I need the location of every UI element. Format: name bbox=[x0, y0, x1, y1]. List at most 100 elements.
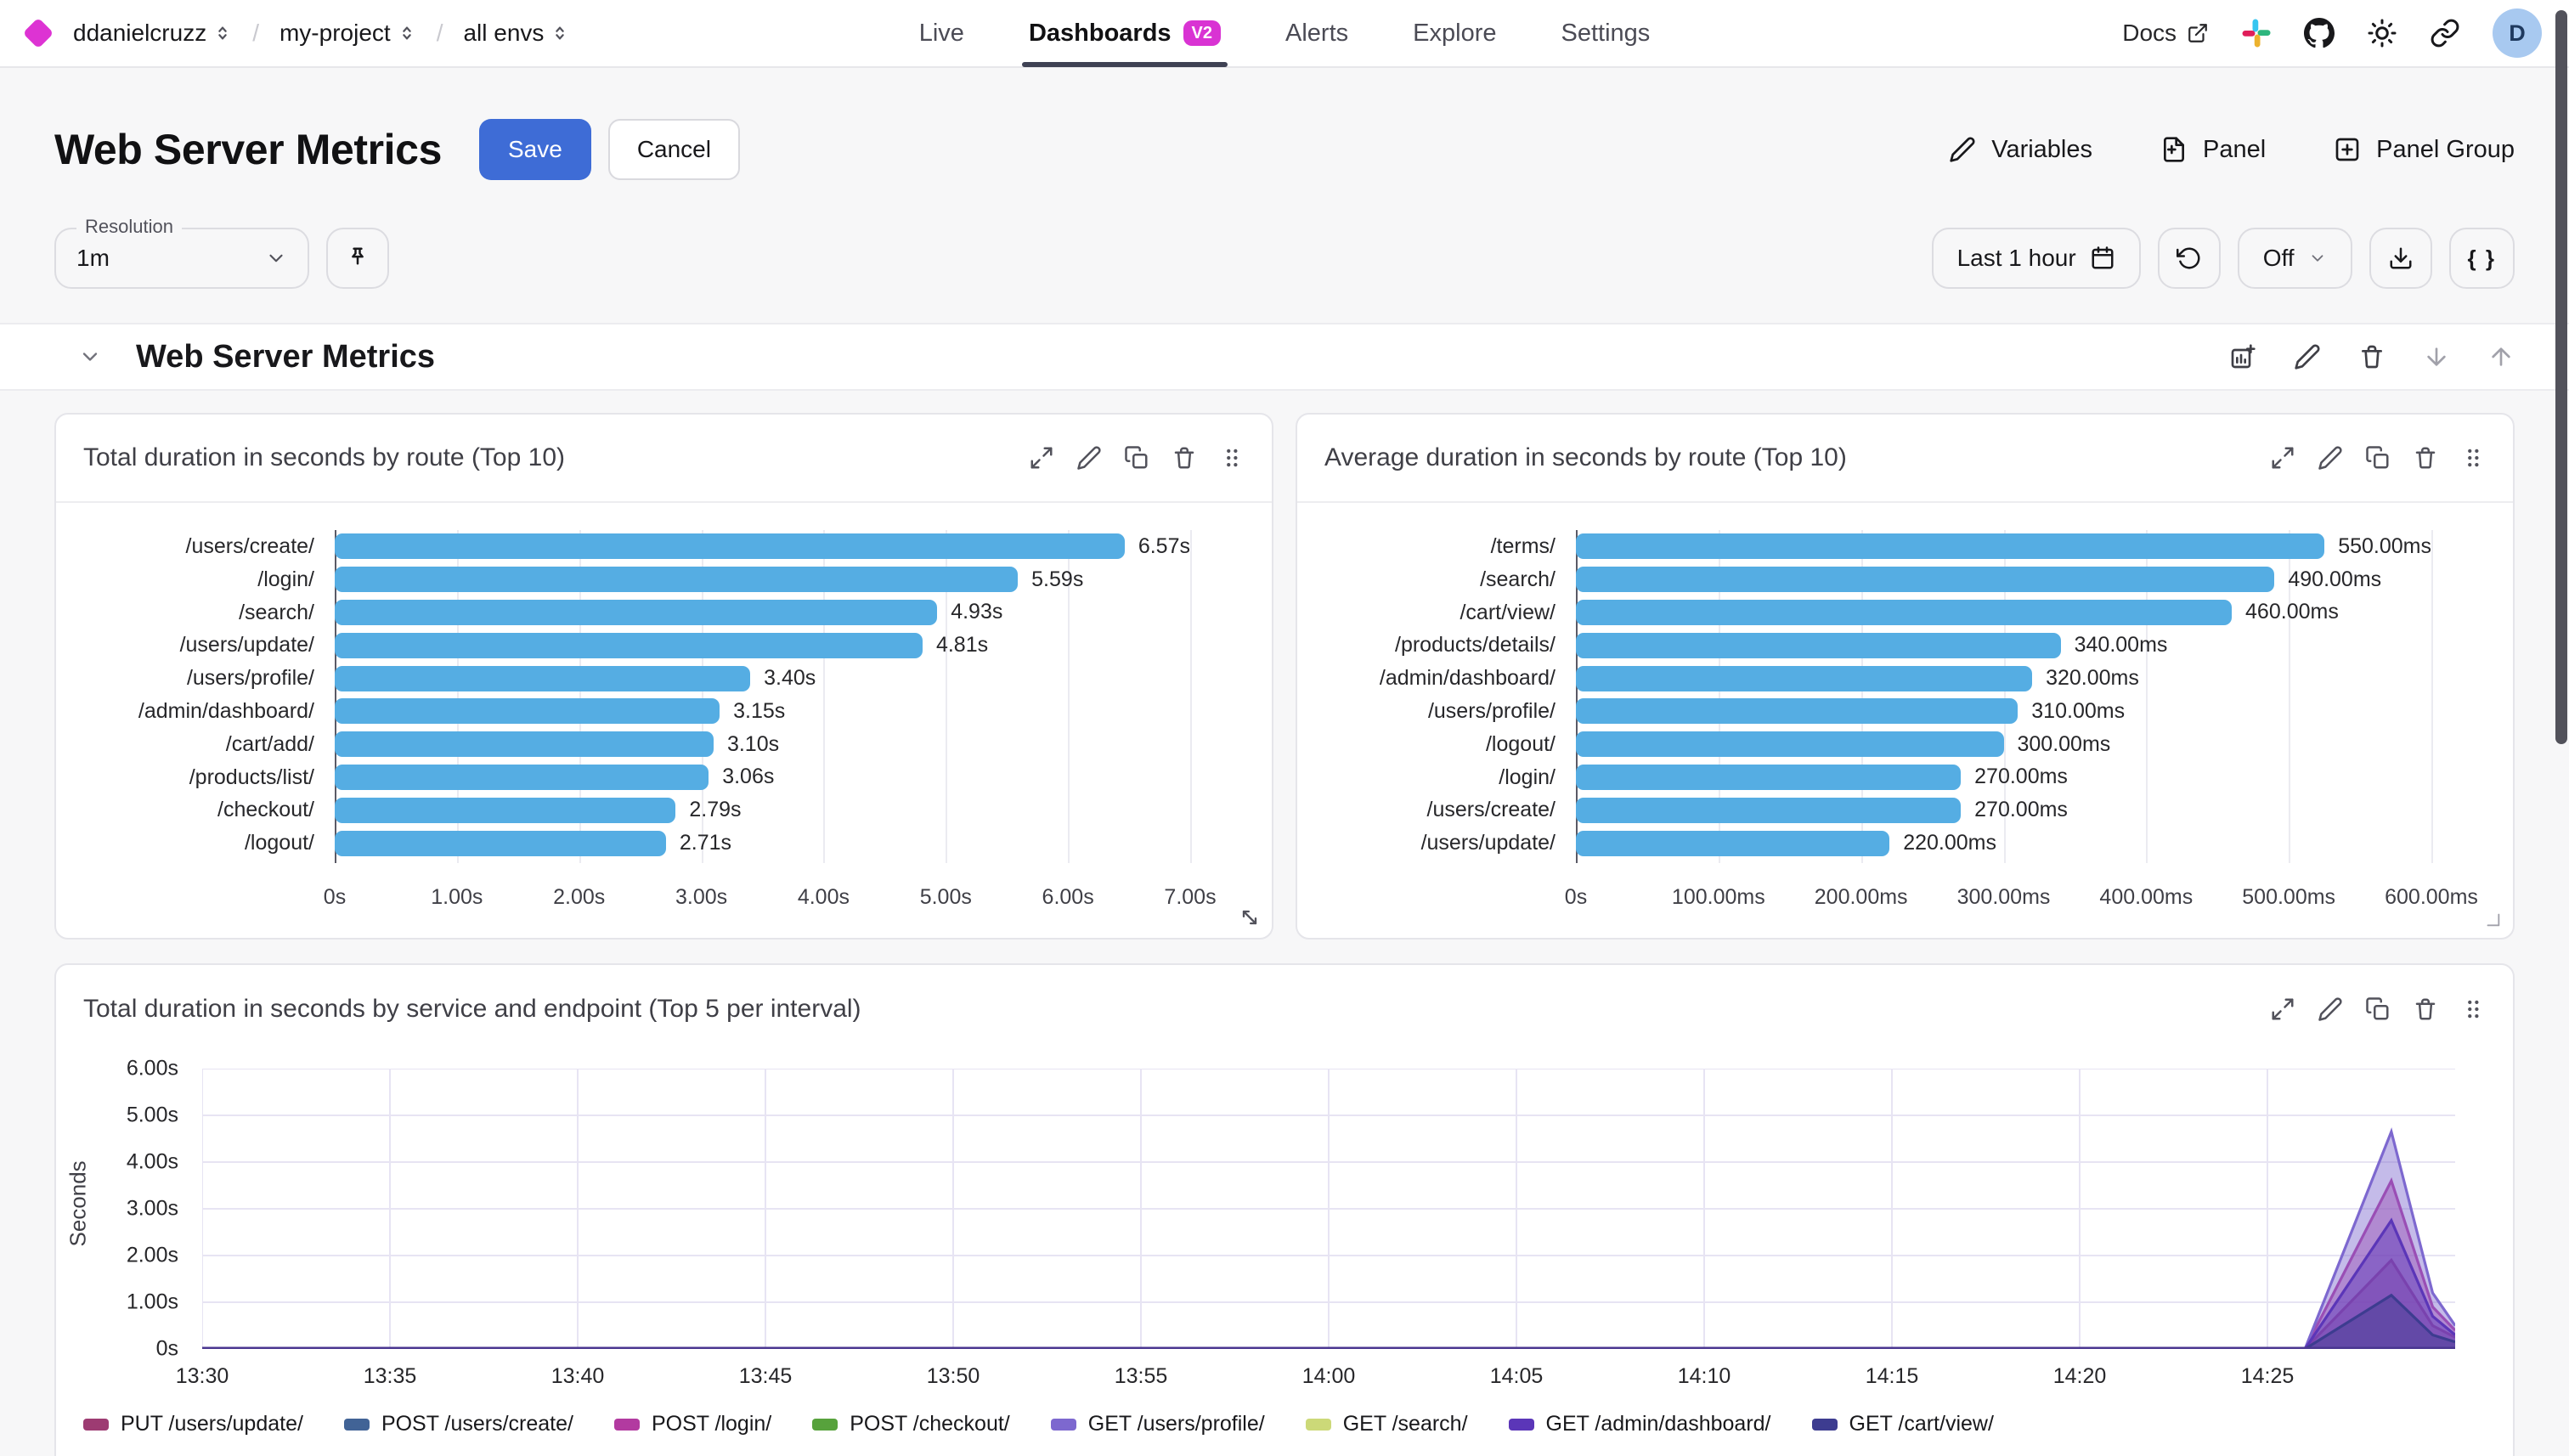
bar[interactable] bbox=[335, 665, 751, 691]
bar[interactable] bbox=[335, 830, 666, 856]
bar[interactable] bbox=[1576, 632, 2061, 658]
x-tick-label: 400.00ms bbox=[2099, 885, 2194, 909]
gridline bbox=[1068, 530, 1070, 863]
bar-row: 2.71s bbox=[335, 827, 1190, 860]
theme-toggle-sun-icon[interactable] bbox=[2367, 18, 2397, 48]
legend-item[interactable]: POST /login/ bbox=[613, 1412, 771, 1436]
bar-value-label: 3.40s bbox=[764, 666, 816, 691]
bar[interactable] bbox=[335, 599, 938, 625]
legend-swatch-icon bbox=[343, 1418, 370, 1431]
legend-item[interactable]: GET /users/profile/ bbox=[1050, 1412, 1265, 1436]
edit-panel-icon[interactable] bbox=[2318, 996, 2343, 1022]
bar[interactable] bbox=[335, 797, 676, 823]
tab-explore[interactable]: Explore bbox=[1413, 0, 1496, 67]
avatar[interactable]: D bbox=[2493, 8, 2543, 58]
bar[interactable] bbox=[1576, 830, 1890, 856]
legend-label: PUT /users/update/ bbox=[121, 1412, 303, 1436]
legend-swatch-icon bbox=[1508, 1418, 1534, 1431]
delete-panel-icon[interactable] bbox=[2413, 445, 2438, 471]
toolbar-right-actions: Variables Panel Panel Group bbox=[1949, 136, 2515, 164]
pin-button[interactable] bbox=[326, 228, 389, 289]
share-link-icon[interactable] bbox=[2430, 18, 2460, 48]
duplicate-panel-icon[interactable] bbox=[1124, 445, 1149, 471]
legend-item[interactable]: GET /search/ bbox=[1305, 1412, 1468, 1436]
tab-live[interactable]: Live bbox=[919, 0, 964, 67]
resize-handle[interactable] bbox=[1238, 906, 1262, 929]
expand-icon[interactable] bbox=[2270, 445, 2295, 471]
bar[interactable] bbox=[1576, 567, 2275, 593]
x-tick-label: 13:35 bbox=[363, 1364, 417, 1388]
add-chart-icon[interactable] bbox=[2229, 343, 2256, 370]
bar[interactable] bbox=[1576, 599, 2233, 625]
cancel-button[interactable]: Cancel bbox=[607, 119, 740, 180]
edit-panel-icon[interactable] bbox=[2318, 445, 2343, 471]
bar-value-label: 270.00ms bbox=[1974, 765, 2068, 789]
move-down-icon[interactable] bbox=[2423, 343, 2450, 370]
add-panel-button[interactable]: Panel bbox=[2160, 136, 2266, 164]
breadcrumb-org[interactable]: ddanielcruzz bbox=[73, 20, 232, 47]
variables-label: Variables bbox=[1991, 135, 2092, 163]
legend-item[interactable]: POST /checkout/ bbox=[812, 1412, 1010, 1436]
bar[interactable] bbox=[1576, 533, 2325, 560]
bar[interactable] bbox=[1576, 665, 2033, 691]
save-button[interactable]: Save bbox=[478, 119, 591, 180]
bar[interactable] bbox=[335, 567, 1019, 593]
bar[interactable] bbox=[335, 632, 923, 658]
drag-handle-icon[interactable] bbox=[2460, 996, 2486, 1022]
bar[interactable] bbox=[335, 764, 709, 790]
time-range-picker[interactable]: Last 1 hour bbox=[1931, 228, 2141, 289]
breadcrumb-project[interactable]: my-project bbox=[279, 20, 416, 47]
legend-item[interactable]: POST /users/create/ bbox=[343, 1412, 573, 1436]
tab-settings[interactable]: Settings bbox=[1561, 0, 1650, 67]
nav-tabs: Live Dashboards V2 Alerts Explore Settin… bbox=[919, 0, 1650, 67]
auto-refresh-select[interactable]: Off bbox=[2237, 228, 2352, 289]
json-view-button[interactable]: { } bbox=[2448, 228, 2515, 289]
tab-alerts[interactable]: Alerts bbox=[1285, 0, 1348, 67]
bar[interactable] bbox=[335, 698, 720, 725]
duplicate-panel-icon[interactable] bbox=[2365, 445, 2391, 471]
edit-panel-icon[interactable] bbox=[1076, 445, 1102, 471]
delete-section-icon[interactable] bbox=[2358, 343, 2386, 370]
vertical-scrollbar[interactable] bbox=[2555, 10, 2567, 744]
resize-handle[interactable] bbox=[2479, 906, 2503, 929]
delete-panel-icon[interactable] bbox=[1172, 445, 1197, 471]
y-tick-label: 1.00s bbox=[126, 1290, 178, 1314]
drag-handle-icon[interactable] bbox=[2460, 445, 2486, 471]
docs-link[interactable]: Docs bbox=[2122, 20, 2209, 47]
bar[interactable] bbox=[1576, 698, 2019, 725]
duplicate-panel-icon[interactable] bbox=[2365, 996, 2391, 1022]
bar[interactable] bbox=[1576, 764, 1962, 790]
delete-panel-icon[interactable] bbox=[2413, 996, 2438, 1022]
expand-icon[interactable] bbox=[2270, 996, 2295, 1022]
breadcrumb-project-label: my-project bbox=[279, 20, 391, 46]
series-line bbox=[202, 1221, 2455, 1349]
bar[interactable] bbox=[1576, 731, 2004, 758]
variables-button[interactable]: Variables bbox=[1949, 136, 2092, 164]
edit-section-icon[interactable] bbox=[2294, 343, 2321, 370]
move-up-icon[interactable] bbox=[2487, 343, 2515, 370]
time-series-plot[interactable] bbox=[202, 1069, 2455, 1349]
drag-handle-icon[interactable] bbox=[1219, 445, 1245, 471]
legend-item[interactable]: GET /cart/view/ bbox=[1811, 1412, 1994, 1436]
bar[interactable] bbox=[1576, 797, 1962, 823]
expand-icon[interactable] bbox=[1029, 445, 1054, 471]
breadcrumb-org-label: ddanielcruzz bbox=[73, 20, 207, 46]
bar[interactable] bbox=[335, 533, 1125, 560]
collapse-chevron-icon[interactable] bbox=[78, 345, 102, 369]
legend-swatch-icon bbox=[613, 1418, 640, 1431]
bar-category-label: /checkout/ bbox=[217, 798, 314, 822]
refresh-button[interactable] bbox=[2157, 228, 2221, 289]
bar-row: 270.00ms bbox=[1576, 793, 2431, 827]
slack-icon[interactable] bbox=[2241, 18, 2272, 48]
bar[interactable] bbox=[335, 731, 714, 758]
download-button[interactable] bbox=[2369, 228, 2432, 289]
add-panel-group-button[interactable]: Panel Group bbox=[2334, 136, 2515, 164]
resolution-select[interactable]: Resolution 1m bbox=[54, 216, 309, 289]
breadcrumb-env[interactable]: all envs bbox=[463, 20, 569, 47]
legend-item[interactable]: GET /admin/dashboard/ bbox=[1508, 1412, 1771, 1436]
panel-group-header: Web Server Metrics bbox=[0, 323, 2569, 391]
docs-label: Docs bbox=[2122, 20, 2177, 46]
legend-item[interactable]: PUT /users/update/ bbox=[83, 1412, 303, 1436]
github-icon[interactable] bbox=[2304, 18, 2335, 48]
tab-dashboards[interactable]: Dashboards V2 bbox=[1021, 0, 1228, 67]
